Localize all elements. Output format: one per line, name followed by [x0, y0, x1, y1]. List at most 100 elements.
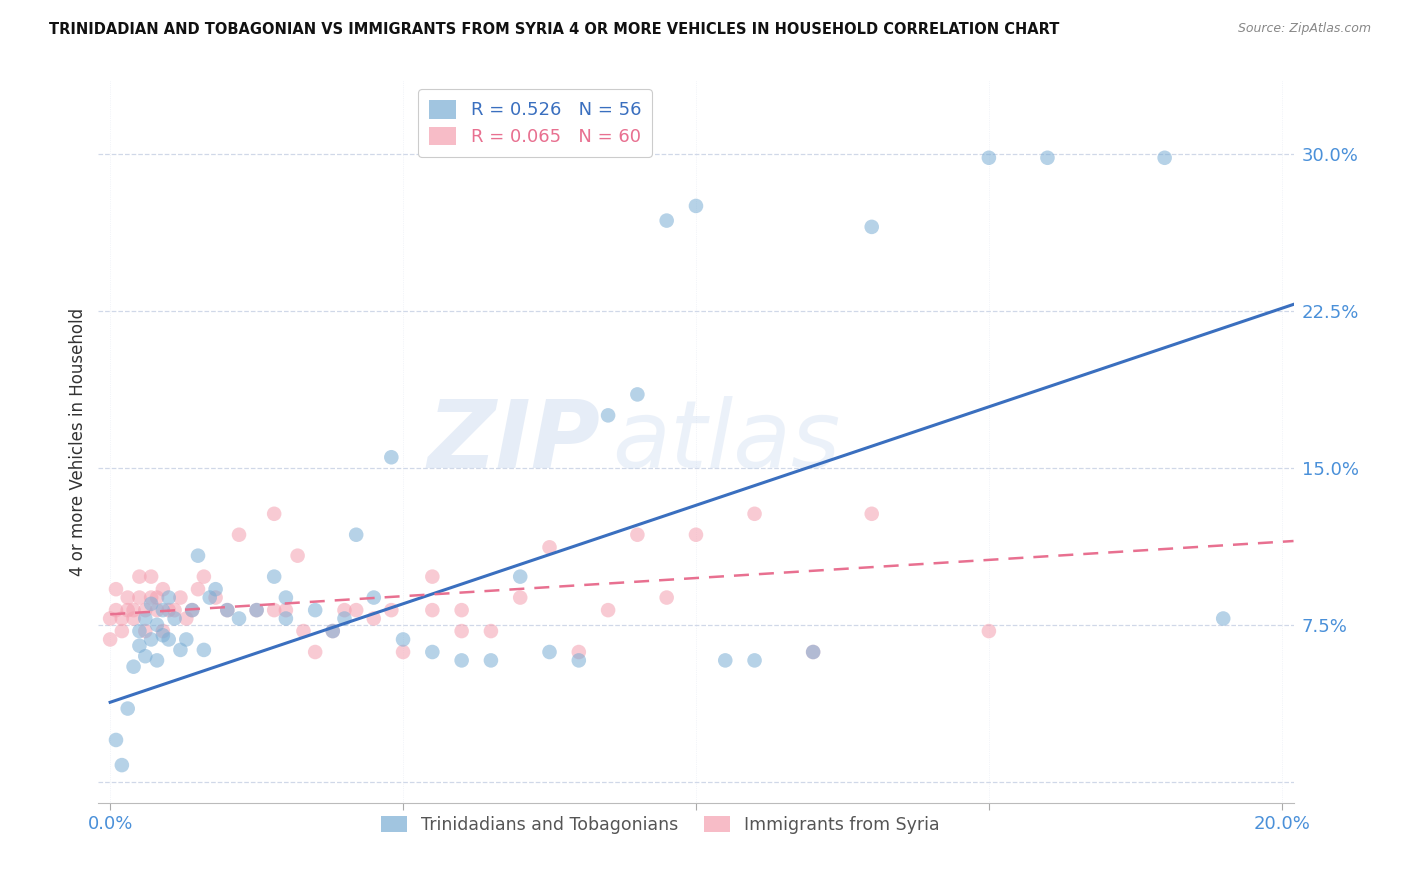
Point	[363, 591, 385, 605]
Point	[163, 611, 186, 625]
Point	[157, 603, 180, 617]
Point	[111, 624, 134, 638]
Point	[246, 603, 269, 617]
Point	[274, 591, 297, 605]
Point	[322, 624, 344, 638]
Point	[685, 527, 707, 541]
Point	[538, 645, 561, 659]
Point	[152, 628, 174, 642]
Point	[304, 645, 326, 659]
Point	[479, 624, 502, 638]
Point	[181, 603, 204, 617]
Point	[157, 591, 180, 605]
Point	[568, 645, 591, 659]
Point	[246, 603, 269, 617]
Point	[1212, 611, 1234, 625]
Point	[141, 632, 163, 647]
Point	[977, 151, 1000, 165]
Point	[105, 733, 128, 747]
Point	[152, 624, 174, 638]
Point	[117, 591, 139, 605]
Point	[187, 582, 209, 597]
Point	[287, 549, 309, 563]
Point	[128, 569, 150, 583]
Point	[363, 611, 385, 625]
Point	[105, 603, 128, 617]
Point	[801, 645, 824, 659]
Point	[181, 603, 204, 617]
Point	[134, 624, 156, 638]
Point	[228, 611, 250, 625]
Point	[479, 653, 502, 667]
Point	[304, 603, 326, 617]
Point	[333, 611, 356, 625]
Point	[274, 611, 297, 625]
Point	[128, 591, 150, 605]
Point	[292, 624, 315, 638]
Point	[141, 597, 163, 611]
Point	[344, 527, 367, 541]
Text: TRINIDADIAN AND TOBAGONIAN VS IMMIGRANTS FROM SYRIA 4 OR MORE VEHICLES IN HOUSEH: TRINIDADIAN AND TOBAGONIAN VS IMMIGRANTS…	[49, 22, 1060, 37]
Point	[98, 611, 121, 625]
Point	[263, 603, 285, 617]
Point	[105, 582, 128, 597]
Legend: Trinidadians and Tobagonians, Immigrants from Syria: Trinidadians and Tobagonians, Immigrants…	[374, 809, 946, 841]
Point	[422, 603, 444, 617]
Text: atlas: atlas	[613, 396, 841, 487]
Point	[568, 653, 591, 667]
Point	[626, 387, 648, 401]
Point	[122, 603, 145, 617]
Point	[263, 569, 285, 583]
Point	[744, 507, 766, 521]
Point	[174, 611, 197, 625]
Point	[141, 591, 163, 605]
Point	[163, 603, 186, 617]
Point	[152, 582, 174, 597]
Point	[117, 603, 139, 617]
Text: Source: ZipAtlas.com: Source: ZipAtlas.com	[1237, 22, 1371, 36]
Point	[344, 603, 367, 617]
Point	[1153, 151, 1175, 165]
Point	[322, 624, 344, 638]
Point	[1036, 151, 1059, 165]
Y-axis label: 4 or more Vehicles in Household: 4 or more Vehicles in Household	[69, 308, 87, 575]
Point	[193, 569, 215, 583]
Point	[392, 645, 415, 659]
Point	[509, 591, 531, 605]
Point	[146, 591, 169, 605]
Point	[228, 527, 250, 541]
Point	[146, 653, 169, 667]
Point	[422, 569, 444, 583]
Point	[128, 624, 150, 638]
Point	[117, 701, 139, 715]
Point	[509, 569, 531, 583]
Point	[146, 603, 169, 617]
Text: ZIP: ZIP	[427, 395, 600, 488]
Point	[626, 527, 648, 541]
Point	[685, 199, 707, 213]
Point	[98, 632, 121, 647]
Point	[193, 643, 215, 657]
Point	[655, 213, 678, 227]
Point	[392, 632, 415, 647]
Point	[801, 645, 824, 659]
Point	[187, 549, 209, 563]
Point	[141, 569, 163, 583]
Point	[217, 603, 239, 617]
Point	[380, 450, 402, 465]
Point	[598, 603, 620, 617]
Point	[204, 582, 226, 597]
Point	[204, 591, 226, 605]
Point	[450, 653, 472, 667]
Point	[860, 507, 883, 521]
Point	[450, 624, 472, 638]
Point	[111, 758, 134, 772]
Point	[111, 611, 134, 625]
Point	[134, 649, 156, 664]
Point	[198, 591, 221, 605]
Point	[274, 603, 297, 617]
Point	[122, 611, 145, 625]
Point	[860, 219, 883, 234]
Point	[122, 659, 145, 673]
Point	[655, 591, 678, 605]
